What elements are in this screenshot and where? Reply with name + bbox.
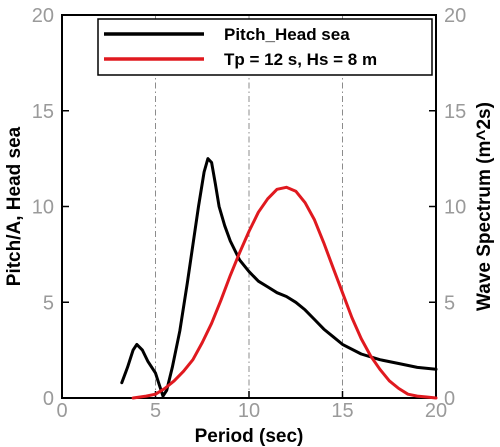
- x-tick-label: 10: [238, 400, 260, 422]
- series-layer: [120, 157, 438, 400]
- left-y-axis-label: Pitch/A, Head sea: [4, 126, 25, 286]
- x-tick-label: 5: [150, 400, 161, 422]
- right-y-tick-label: 0: [444, 388, 455, 410]
- legend-label-pitch: Pitch_Head sea: [224, 25, 350, 44]
- x-tick-label: 15: [331, 400, 353, 422]
- right-y-tick-label: 20: [444, 5, 466, 27]
- left-y-tick-label: 5: [43, 292, 54, 314]
- series-line-1: [131, 185, 438, 400]
- x-axis-label: Period (sec): [195, 426, 304, 447]
- right-y-tick-label: 10: [444, 197, 466, 219]
- grid: [155, 15, 343, 398]
- x-tick-label: 20: [425, 400, 447, 422]
- right-y-tick-label: 15: [444, 101, 466, 123]
- left-y-tick-label: 0: [43, 388, 54, 410]
- right-y-tick-label: 5: [444, 292, 455, 314]
- right-y-axis-label: Wave Spectrum (m^2s): [474, 102, 495, 311]
- series-line-0: [120, 157, 438, 398]
- left-y-tick-label: 15: [32, 101, 54, 123]
- legend-box: [97, 18, 433, 76]
- left-y-tick-label: 10: [32, 197, 54, 219]
- legend: Pitch_Head sea Tp = 12 s, Hs = 8 m: [97, 18, 433, 76]
- x-tick-label: 0: [56, 400, 67, 422]
- legend-label-wave-spectrum: Tp = 12 s, Hs = 8 m: [224, 50, 377, 69]
- left-y-tick-label: 20: [32, 5, 54, 27]
